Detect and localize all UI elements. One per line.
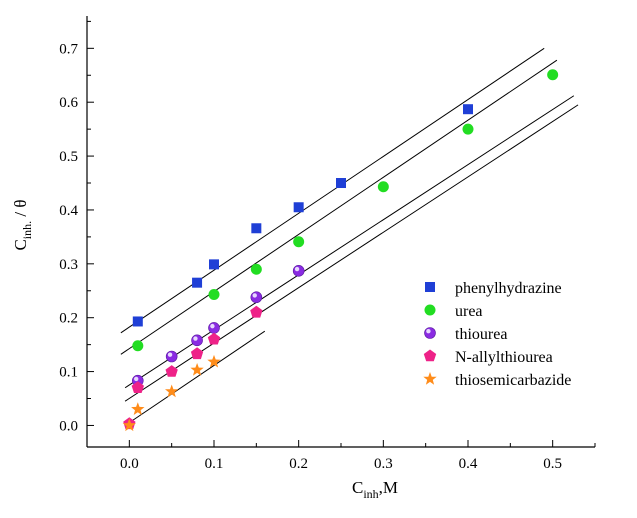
legend-label-urea: urea [455, 303, 483, 320]
data-point-thiosemicarbazide [190, 363, 204, 376]
data-point-urea [293, 236, 305, 248]
data-point-urea [462, 123, 474, 135]
marker-body [165, 350, 178, 363]
y-tick-label: 0.0 [59, 418, 78, 434]
plot-area: 0.0 0.1 0.2 0.3 0.4 0.5 0.0 0.1 0.2 0.3 0.4 0.5 0.6 0… [59, 16, 596, 472]
data-point-urea [250, 263, 262, 275]
fit-line-phenylhydrazine [120, 47, 545, 334]
marker-body [424, 327, 436, 339]
marker-body [208, 322, 220, 334]
y-axis-label: Cinh. / θ [11, 199, 34, 250]
data-point-phenylhydrazine [336, 178, 346, 189]
data-point-thiosemicarbazide [165, 384, 179, 398]
data-point-thiosemicarbazide [131, 402, 145, 415]
x-tick-label: 0.3 [374, 456, 393, 472]
data-point-urea [132, 340, 144, 352]
marker-highlight [294, 266, 300, 272]
x-tick-label: 0.1 [205, 456, 224, 472]
data-point-urea [377, 181, 389, 193]
data-point-thiosemicarbazide [207, 354, 221, 368]
legend-label-n-allylthiourea: N-allylthiourea [455, 349, 553, 366]
data-point-n-allylthiourea [190, 347, 204, 360]
marker-body [292, 265, 305, 277]
data-point-n-allylthiourea [207, 332, 221, 345]
data-point-phenylhydrazine [132, 316, 143, 327]
fit-line-thiourea [124, 95, 575, 389]
data-point-thiourea [191, 334, 203, 347]
legend-marker-phenylhydrazine [425, 282, 435, 292]
data-point-n-allylthiourea [131, 381, 144, 393]
legend-marker-thiourea [424, 327, 436, 339]
data-point-thiourea [292, 265, 305, 277]
data-point-n-allylthiourea [250, 305, 263, 318]
legend-label-thiourea: thiourea [455, 326, 507, 343]
legend-label-phenylhydrazine: phenylhydrazine [455, 280, 562, 297]
data-point-thiourea [208, 322, 220, 334]
data-point-n-allylthiourea [165, 365, 178, 377]
legend-marker-urea [424, 304, 436, 316]
marker-body [191, 334, 203, 347]
y-tick-label: 0.7 [59, 41, 78, 57]
x-tick-label: 0.4 [459, 456, 478, 472]
legend-label-thiosemicarbazide: thiosemicarbazide [455, 372, 571, 389]
marker-body [250, 291, 263, 304]
legend-marker-n-allylthiourea [423, 349, 437, 362]
data-point-urea [208, 289, 220, 301]
x-axis-label: Cinh,M [352, 478, 398, 501]
y-tick-label: 0.2 [59, 311, 78, 327]
data-point-urea [547, 69, 559, 81]
y-tick-label: 0.6 [59, 95, 78, 111]
marker-highlight [210, 323, 215, 329]
marker-highlight [426, 329, 431, 334]
marker-highlight [167, 352, 173, 357]
marker-highlight [193, 336, 198, 341]
x-tick-label: 0.2 [289, 456, 308, 472]
y-tick-label: 0.5 [59, 149, 78, 165]
fit-line-thiosemicarbazide [124, 330, 266, 426]
y-tick-label: 0.4 [59, 203, 78, 219]
legend-marker-thiosemicarbazide [423, 372, 437, 385]
marker-highlight [134, 376, 139, 382]
data-point-phenylhydrazine [192, 277, 203, 288]
marker-highlight [252, 293, 257, 298]
data-point-thiosemicarbazide [122, 418, 136, 432]
x-tick-label: 0.5 [543, 456, 562, 472]
legend: phenylhydrazine urea thiourea N-allylthiour… [423, 280, 571, 389]
fit-line-urea [120, 59, 558, 355]
x-tick-label: 0.0 [120, 456, 139, 472]
data-point-phenylhydrazine [209, 259, 219, 270]
y-tick-label: 0.3 [59, 257, 78, 273]
data-point-thiourea [165, 350, 178, 363]
y-tick-label: 0.1 [59, 365, 78, 381]
data-point-thiourea [250, 291, 263, 304]
data-point-phenylhydrazine [463, 104, 473, 115]
data-point-phenylhydrazine [251, 223, 262, 234]
data-point-phenylhydrazine [293, 202, 304, 213]
